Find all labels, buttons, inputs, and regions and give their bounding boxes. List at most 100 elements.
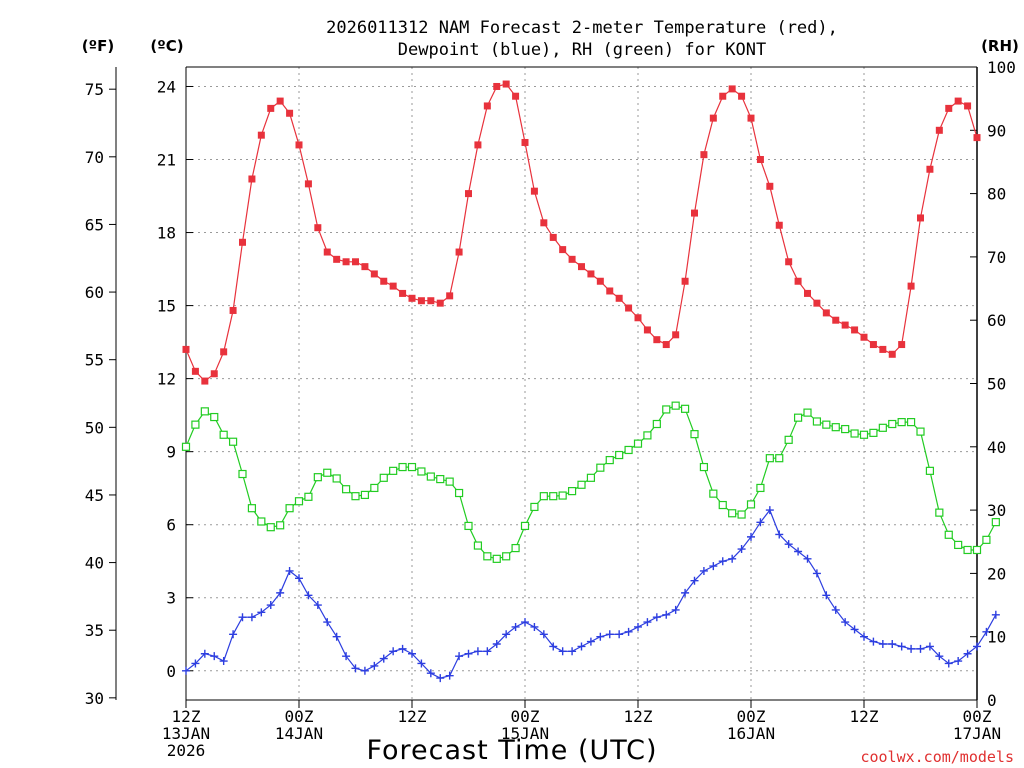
data-point bbox=[257, 131, 265, 139]
data-point bbox=[822, 420, 831, 429]
data-point bbox=[521, 138, 529, 146]
rh-tick-label: 90 bbox=[987, 121, 1006, 140]
data-point bbox=[850, 625, 859, 634]
data-point bbox=[201, 377, 209, 385]
data-point bbox=[784, 435, 793, 444]
data-point bbox=[907, 644, 916, 653]
rh-tick-label: 60 bbox=[987, 311, 1006, 330]
data-point bbox=[963, 545, 972, 555]
data-point bbox=[634, 622, 642, 631]
data-point bbox=[775, 454, 784, 463]
data-point bbox=[540, 219, 548, 227]
data-point bbox=[803, 554, 812, 563]
data-point bbox=[625, 304, 633, 312]
data-point bbox=[964, 102, 972, 110]
data-point bbox=[577, 480, 586, 489]
data-point bbox=[408, 294, 416, 302]
data-point bbox=[577, 642, 586, 651]
data-point bbox=[700, 151, 708, 159]
data-point bbox=[446, 292, 454, 300]
data-point bbox=[935, 508, 944, 517]
data-point bbox=[794, 547, 803, 556]
data-point bbox=[906, 418, 916, 427]
credit-text: coolwx.com/models bbox=[860, 748, 1014, 766]
data-point bbox=[342, 258, 350, 266]
fahrenheit-tick-label: 75 bbox=[85, 80, 104, 99]
data-point bbox=[578, 263, 585, 271]
x-tick-label: 00Z bbox=[737, 707, 766, 726]
data-point bbox=[653, 336, 661, 344]
data-point bbox=[972, 545, 982, 555]
data-point bbox=[973, 642, 981, 651]
data-point bbox=[426, 669, 435, 678]
series-line-2 bbox=[185, 405, 997, 560]
data-point bbox=[615, 294, 623, 302]
data-point bbox=[615, 450, 624, 460]
data-point bbox=[257, 608, 266, 617]
data-point bbox=[248, 175, 256, 183]
data-point bbox=[549, 492, 558, 501]
celsius-tick-label: 21 bbox=[157, 151, 176, 170]
data-point bbox=[502, 630, 511, 639]
data-point bbox=[408, 649, 416, 658]
data-point bbox=[804, 289, 811, 297]
data-point bbox=[426, 472, 435, 481]
data-point bbox=[756, 483, 765, 493]
data-point bbox=[690, 430, 699, 439]
data-point bbox=[954, 540, 963, 550]
data-point bbox=[869, 341, 877, 349]
data-point bbox=[662, 341, 670, 349]
data-point bbox=[200, 649, 209, 658]
fahrenheit-tick-label: 35 bbox=[85, 621, 104, 640]
data-point bbox=[483, 647, 492, 656]
data-point bbox=[323, 248, 331, 256]
data-point bbox=[737, 510, 746, 519]
data-point bbox=[286, 109, 294, 117]
data-point bbox=[520, 521, 530, 531]
data-point bbox=[436, 474, 445, 484]
data-point bbox=[445, 477, 454, 486]
x-tick-label: 00Z bbox=[285, 707, 314, 726]
data-point bbox=[238, 613, 247, 622]
data-point bbox=[935, 126, 943, 134]
data-point bbox=[709, 489, 718, 498]
data-point bbox=[954, 97, 962, 105]
data-point bbox=[455, 248, 463, 256]
data-point bbox=[699, 462, 709, 472]
x-tick-label: 00Z bbox=[511, 707, 540, 726]
data-point bbox=[944, 659, 953, 668]
data-point bbox=[380, 277, 388, 285]
data-point bbox=[606, 287, 614, 295]
data-point bbox=[492, 640, 501, 649]
data-point bbox=[238, 469, 247, 479]
data-point bbox=[615, 630, 624, 639]
data-point bbox=[417, 659, 426, 668]
data-point bbox=[276, 588, 285, 597]
rh-tick-label: 20 bbox=[987, 564, 1006, 583]
data-point bbox=[521, 618, 529, 627]
fahrenheit-unit-label: (ºF) bbox=[82, 37, 114, 55]
data-point bbox=[257, 517, 266, 526]
data-point bbox=[436, 299, 444, 307]
data-point bbox=[643, 326, 651, 334]
data-point bbox=[785, 258, 793, 266]
fahrenheit-tick-label: 30 bbox=[85, 689, 104, 708]
data-point bbox=[295, 574, 303, 583]
data-point bbox=[530, 622, 539, 631]
data-point bbox=[973, 134, 981, 142]
data-point bbox=[765, 506, 774, 515]
data-point bbox=[841, 321, 849, 329]
data-point bbox=[699, 566, 708, 575]
data-point bbox=[690, 576, 699, 585]
data-point bbox=[681, 277, 689, 285]
data-point bbox=[916, 644, 925, 653]
data-point bbox=[963, 649, 972, 658]
data-point bbox=[860, 333, 868, 341]
data-point bbox=[718, 557, 727, 566]
celsius-tick-label: 24 bbox=[157, 77, 176, 96]
data-point bbox=[247, 613, 256, 622]
x-axis-label: Forecast Time (UTC) bbox=[366, 735, 657, 766]
data-point bbox=[530, 502, 539, 512]
data-point bbox=[691, 209, 698, 217]
fahrenheit-tick-label: 70 bbox=[85, 148, 104, 167]
